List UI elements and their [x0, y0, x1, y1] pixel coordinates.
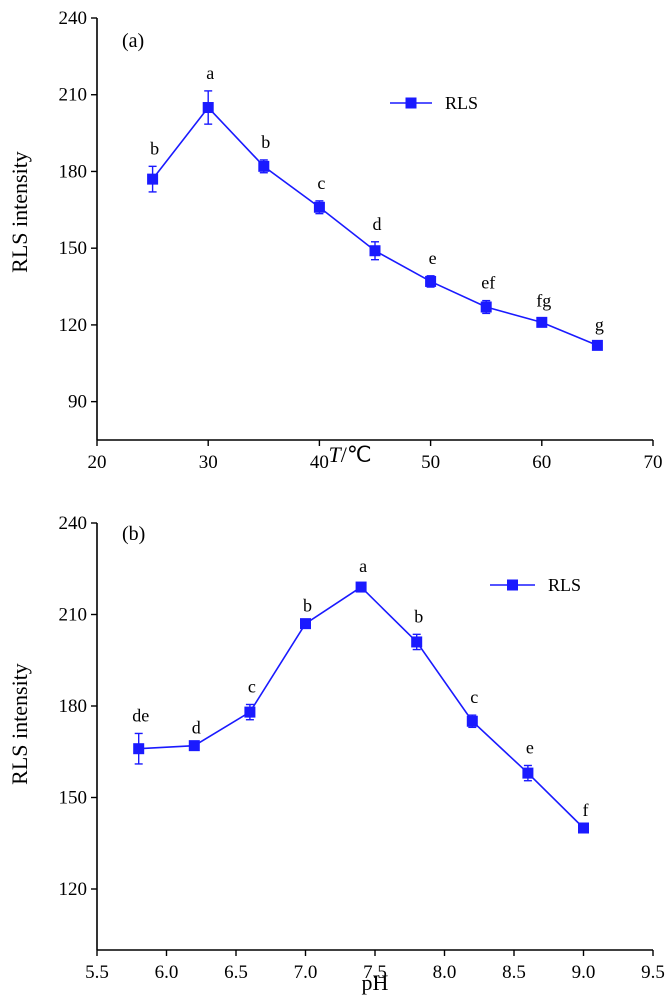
- x-tick-label-b: 7.5: [363, 962, 387, 983]
- y-ticks-a: 90 120 150 180 210 240: [59, 8, 97, 413]
- x-tick-label-b: 7.0: [294, 962, 318, 983]
- y-tick-label-a: 210: [59, 85, 88, 106]
- data-point-b: [300, 618, 311, 630]
- panel-label-b: (b): [122, 523, 145, 545]
- x-tick-label-b: 9.0: [572, 962, 596, 983]
- legend-marker-b: [507, 579, 518, 591]
- x-tick-label-a: 60: [532, 452, 551, 473]
- significance-label-a: b: [261, 132, 270, 152]
- x-tick-label-a: 40: [310, 452, 329, 473]
- y-ticks-b: 120 150 180 210 240: [59, 513, 97, 900]
- data-point-a: [313, 201, 325, 213]
- significance-label-b: f: [583, 800, 589, 820]
- data-point-a: [425, 275, 437, 287]
- x-tick-label-b: 5.5: [85, 962, 109, 983]
- x-tick-label-b: 6.0: [155, 962, 179, 983]
- x-tick-label-b: 9.5: [641, 962, 665, 983]
- legend-label-b: RLS: [548, 575, 581, 595]
- data-point-b: [578, 822, 589, 834]
- y-tick-label-b: 120: [59, 879, 88, 900]
- y-axis-title-b: RLS intensity: [7, 663, 32, 785]
- y-tick-label-a: 240: [59, 8, 88, 29]
- y-tick-label-b: 150: [59, 788, 88, 809]
- significance-label-b: de: [132, 705, 149, 725]
- data-point-b: [244, 706, 256, 718]
- data-point-b: [411, 636, 423, 648]
- x-tick-label-a: 50: [421, 452, 440, 473]
- significance-label-a: g: [595, 314, 604, 334]
- legend-marker-a: [405, 97, 417, 109]
- x-tick-label-a: 20: [88, 452, 107, 473]
- significance-label-a: a: [206, 63, 214, 83]
- y-tick-label-a: 150: [59, 238, 88, 259]
- data-point-b: [355, 581, 367, 593]
- x-axis-title-a: T/℃: [328, 442, 371, 467]
- chart-panel-a: 90 120 150 180 210 240 20 30 40 50 60 70 (a) RLS i…: [7, 8, 663, 473]
- significance-label-b: a: [359, 556, 367, 576]
- x-tick-label-b: 8.5: [502, 962, 526, 983]
- significance-label-a: d: [373, 214, 382, 234]
- x-axis-title-a-symbol: T: [328, 442, 342, 467]
- significance-label-a: c: [317, 173, 325, 193]
- y-tick-label-b: 210: [59, 605, 88, 626]
- data-point-b: [522, 767, 534, 779]
- legend-label-a: RLS: [445, 93, 478, 113]
- significance-label-a: b: [150, 138, 159, 158]
- data-point-a: [369, 245, 381, 257]
- x-tick-label-b: 8.0: [433, 962, 457, 983]
- significance-label-a: fg: [536, 291, 551, 311]
- legend-a: RLS: [390, 93, 478, 113]
- x-tick-label-a: 70: [644, 452, 663, 473]
- significance-label-a: ef: [481, 273, 495, 293]
- x-ticks-a: 20 30 40 50 60 70: [88, 440, 663, 473]
- y-tick-label-a: 120: [59, 315, 88, 336]
- x-axis-title-b: pH: [362, 970, 389, 995]
- significance-label-b: c: [248, 676, 256, 696]
- y-tick-label-b: 240: [59, 513, 88, 534]
- data-point-a: [480, 301, 492, 313]
- data-point-b: [188, 740, 200, 752]
- series-line-b: [138, 586, 585, 829]
- significance-label-b: c: [470, 687, 478, 707]
- chart-panel-b: 120 150 180 210 240 5.5 6.0 6.5 7.0 7.5 8.0 8.5 9.0…: [7, 513, 665, 995]
- significance-label-b: d: [192, 718, 201, 738]
- significance-label-b: b: [414, 606, 423, 626]
- data-point-a: [591, 339, 603, 351]
- series-rls-a: b a b c d e ef fg g: [147, 63, 604, 351]
- data-point-a: [147, 173, 159, 185]
- x-ticks-b: 5.5 6.0 6.5 7.0 7.5 8.0 8.5 9.0 9.5: [85, 950, 665, 983]
- data-point-a: [202, 102, 214, 114]
- data-point-a: [258, 160, 270, 172]
- significance-label-a: e: [429, 248, 437, 268]
- x-axis-title-a-unit: /℃: [341, 442, 372, 467]
- y-tick-label-a: 180: [59, 161, 88, 182]
- legend-b: RLS: [490, 575, 581, 595]
- y-tick-label-a: 90: [68, 392, 87, 413]
- significance-label-b: b: [303, 596, 312, 616]
- data-point-b: [133, 743, 145, 755]
- x-tick-label-b: 6.5: [224, 962, 248, 983]
- y-axis-title-a: RLS intensity: [7, 151, 32, 273]
- y-tick-label-b: 180: [59, 696, 88, 717]
- x-tick-label-a: 30: [199, 452, 218, 473]
- data-point-a: [536, 316, 548, 328]
- significance-label-b: e: [526, 737, 534, 757]
- panel-label-a: (a): [122, 30, 144, 52]
- data-point-b: [466, 715, 478, 727]
- series-rls-b: de d c b a b c e f: [132, 556, 589, 834]
